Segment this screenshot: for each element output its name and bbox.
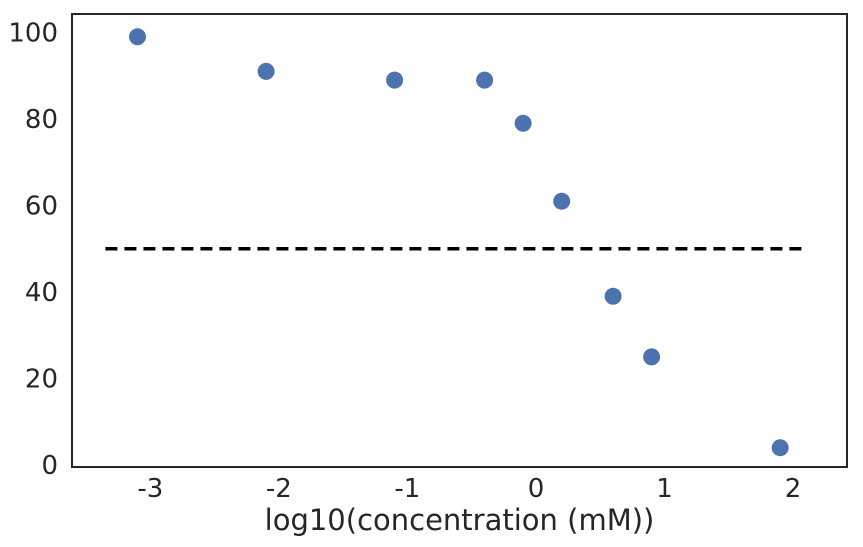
x-tick-label: -3 xyxy=(137,474,163,504)
data-point xyxy=(129,28,146,46)
x-tick-label: -1 xyxy=(394,474,420,504)
data-point xyxy=(386,71,404,89)
x-tick-label: 0 xyxy=(528,474,545,504)
x-tick-label: 2 xyxy=(785,474,802,504)
data-point xyxy=(604,287,622,305)
y-tick-label: 60 xyxy=(25,192,58,222)
data-point xyxy=(643,348,661,366)
data-point xyxy=(771,439,789,457)
plot-border xyxy=(71,13,848,468)
data-point xyxy=(553,192,571,210)
data-point xyxy=(476,71,494,89)
y-tick-label: 40 xyxy=(25,278,58,308)
y-tick-label: 20 xyxy=(25,365,58,395)
data-point xyxy=(257,62,275,80)
y-tick-label: 80 xyxy=(25,105,58,135)
data-point xyxy=(514,114,532,132)
x-tick-label: 1 xyxy=(656,474,673,504)
x-axis-label: log10(concentration (mM)) xyxy=(265,503,655,537)
y-tick-label: 100 xyxy=(8,19,58,49)
y-tick-label: 0 xyxy=(41,451,58,481)
x-tick-label: -2 xyxy=(266,474,292,504)
